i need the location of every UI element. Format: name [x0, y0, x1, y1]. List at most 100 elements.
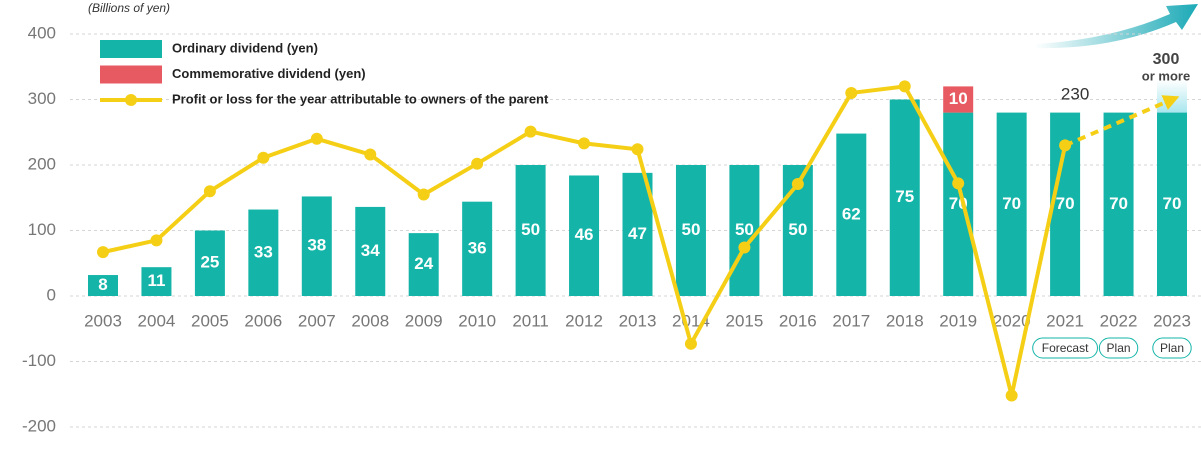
legend-swatch	[125, 94, 137, 106]
bar-label: 33	[254, 242, 273, 261]
bar-label: 70	[1056, 194, 1075, 213]
y-tick-label: 400	[28, 23, 56, 42]
x-tick-label: 2004	[138, 311, 176, 330]
bar-label: 24	[414, 254, 433, 273]
legend: Ordinary dividend (yen) Commemorative div…	[100, 40, 549, 106]
bar	[462, 201, 493, 296]
line	[1064, 95, 1180, 148]
bar-label: 38	[307, 236, 326, 255]
bar-label: 50	[681, 220, 700, 239]
bar-label: 70	[1109, 194, 1128, 213]
line-marker	[97, 246, 109, 259]
x-tick-label: 2022	[1100, 311, 1138, 330]
bar-label: 10	[949, 89, 968, 108]
bar-label: 47	[628, 224, 647, 243]
line-marker	[845, 86, 858, 99]
legend-label: Ordinary dividend (yen)	[172, 40, 318, 55]
bar	[996, 112, 1027, 296]
x-tick-label: 2008	[351, 311, 389, 330]
pill-label: Plan	[1107, 341, 1131, 355]
line-marker	[524, 125, 537, 138]
line-marker	[364, 148, 377, 161]
annotation: or more	[1142, 68, 1190, 83]
x-tick-label: 2009	[405, 311, 443, 330]
line-marker	[417, 188, 430, 201]
line-marker	[952, 177, 965, 190]
pill-box	[1098, 337, 1139, 359]
bar	[355, 206, 386, 296]
bar-label: 70	[1002, 194, 1021, 213]
annotation: 230	[1061, 84, 1089, 103]
bar	[1103, 112, 1134, 296]
legend-swatch	[100, 65, 162, 84]
period-pill: Forecast	[1032, 337, 1098, 359]
bar	[141, 267, 172, 296]
bar	[408, 233, 439, 296]
x-tick-label: 2020	[993, 311, 1031, 330]
period-pill: Plan	[1098, 337, 1139, 359]
line-marker	[310, 132, 323, 145]
line-marker	[791, 177, 804, 190]
line-marker	[684, 337, 697, 350]
annotation: 300	[1153, 51, 1180, 68]
x-tick-label: 2021	[1046, 311, 1084, 330]
period-pill: Plan	[1152, 337, 1192, 359]
bar-label: 75	[895, 187, 914, 206]
growth-arrow	[1035, 4, 1198, 49]
legend-swatch	[100, 40, 162, 58]
bar	[88, 275, 118, 296]
y-tick-label: -200	[22, 416, 56, 435]
bar	[515, 165, 546, 296]
y-tick-label: 0	[47, 285, 56, 304]
line-marker	[257, 151, 270, 164]
bar-label: 11	[147, 271, 165, 290]
bar-segment	[943, 86, 974, 113]
x-tick-label: 2017	[832, 311, 870, 330]
bar-label: 36	[468, 238, 487, 257]
bar-label: 50	[788, 220, 807, 239]
line-marker	[898, 80, 911, 93]
pill-label: Plan	[1160, 341, 1184, 355]
bar	[675, 165, 706, 296]
x-tick-label: 2019	[939, 311, 977, 330]
bar-label: 62	[842, 204, 861, 223]
line-marker	[578, 137, 591, 150]
legend-label: Commemorative dividend (yen)	[172, 66, 366, 81]
x-tick-label: 2016	[779, 311, 817, 330]
legend-label: Profit or loss for the year attributable…	[172, 91, 549, 106]
line-marker	[203, 185, 216, 198]
x-tick-label: 2011	[512, 311, 549, 330]
x-tick-label: 2005	[191, 311, 229, 330]
target-box	[1157, 79, 1187, 113]
bar-label: 70	[1163, 194, 1182, 213]
x-tick-label: 2007	[298, 311, 336, 330]
pill-box	[1032, 337, 1098, 359]
line-marker	[471, 157, 484, 170]
x-tick-label: 2013	[619, 311, 657, 330]
bar	[569, 175, 600, 296]
x-tick-label: 2023	[1153, 311, 1191, 330]
bar	[1157, 112, 1187, 296]
pill-label: Forecast	[1042, 341, 1089, 355]
unit-label: (Billions of yen)	[88, 1, 170, 15]
pill-box	[1152, 337, 1192, 359]
bar	[194, 230, 225, 296]
bar-label: 34	[361, 241, 380, 260]
y-tick-label: 300	[28, 89, 56, 108]
x-tick-label: 2015	[725, 311, 763, 330]
bar-label: 8	[98, 275, 107, 294]
bar-label: 50	[735, 220, 754, 239]
bar-label: 46	[575, 225, 594, 244]
bar-label: 25	[200, 253, 219, 272]
x-tick-label: 2010	[458, 311, 496, 330]
line-marker	[631, 143, 644, 156]
line-marker	[738, 241, 751, 254]
bar-label: 50	[521, 220, 540, 239]
bar	[248, 209, 279, 296]
bar	[301, 196, 332, 296]
bar	[943, 112, 974, 296]
bar	[836, 133, 867, 296]
y-tick-label: 100	[28, 220, 56, 239]
y-tick-label: 200	[28, 154, 56, 173]
